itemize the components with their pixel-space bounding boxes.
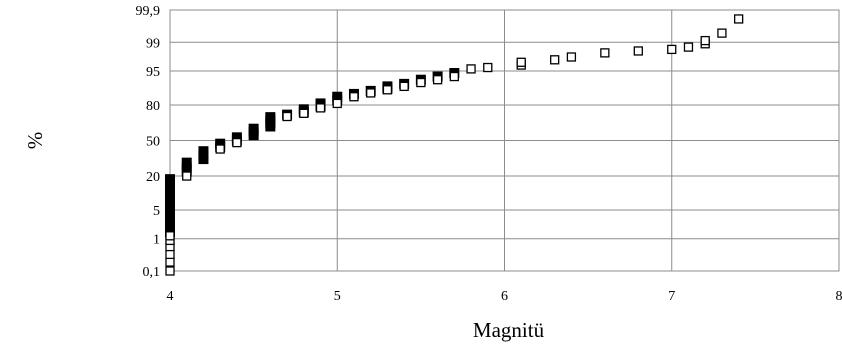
data-point-open — [683, 42, 694, 52]
data-point-open — [182, 171, 192, 181]
y-tick-label: 20 — [146, 170, 160, 185]
data-point-open — [282, 111, 292, 122]
data-point-open — [449, 71, 459, 82]
data-point-open — [566, 52, 577, 62]
data-point-open — [717, 28, 727, 38]
y-axis-title: % — [23, 132, 47, 150]
data-point-open — [232, 137, 242, 148]
data-point-open — [165, 231, 175, 241]
data-point-open — [416, 77, 426, 88]
plot-area-border — [169, 9, 840, 272]
y-tick-label: 1 — [153, 233, 160, 248]
data-point-open — [165, 257, 175, 267]
data-point-open — [332, 98, 342, 109]
x-tick-label: 5 — [334, 289, 341, 304]
data-point-open — [299, 108, 309, 118]
x-tick-label: 6 — [501, 289, 508, 304]
data-point-open — [483, 62, 493, 73]
data-point-filled — [265, 112, 276, 123]
data-point-filled — [248, 123, 259, 134]
data-point-filled — [181, 157, 192, 168]
y-tick-label: 99,9 — [136, 4, 161, 19]
data-point-filled — [165, 174, 175, 185]
y-tick-label: 50 — [146, 135, 160, 150]
y-tick-label: 99 — [146, 36, 160, 51]
data-point-open — [366, 88, 376, 98]
data-point-open — [466, 64, 476, 74]
y-tick-label: 95 — [146, 65, 160, 80]
data-point-open — [432, 75, 443, 85]
data-point-open — [516, 57, 526, 67]
data-point-filled — [198, 146, 209, 157]
data-point-open — [550, 55, 560, 65]
x-tick-label: 7 — [668, 289, 675, 304]
data-point-open — [667, 44, 677, 55]
x-axis-title: Magnitü — [473, 318, 545, 342]
data-point-open — [734, 14, 744, 24]
data-point-open — [600, 48, 610, 58]
data-point-open — [165, 266, 175, 276]
data-point-open — [165, 249, 175, 260]
grid — [169, 9, 840, 272]
data-point-open — [399, 81, 409, 92]
y-tick-label: 0,1 — [143, 265, 161, 280]
y-tick-label: 5 — [153, 204, 160, 219]
data-point-open — [382, 85, 393, 95]
data-point-open — [700, 35, 710, 46]
data-point-open — [315, 103, 326, 113]
x-axis-tick-labels: 4 5 6 7 8 — [167, 289, 842, 304]
x-tick-label: 8 — [836, 289, 842, 304]
x-tick-label: 4 — [167, 289, 174, 304]
data-point-open — [349, 92, 359, 102]
y-axis-tick-labels: 0,1 1 5 20 50 80 95 99 99,9 — [136, 4, 161, 280]
y-tick-label: 80 — [146, 99, 160, 114]
data-point-open — [633, 46, 643, 56]
data-point-open — [215, 144, 225, 154]
data-points — [165, 14, 744, 276]
